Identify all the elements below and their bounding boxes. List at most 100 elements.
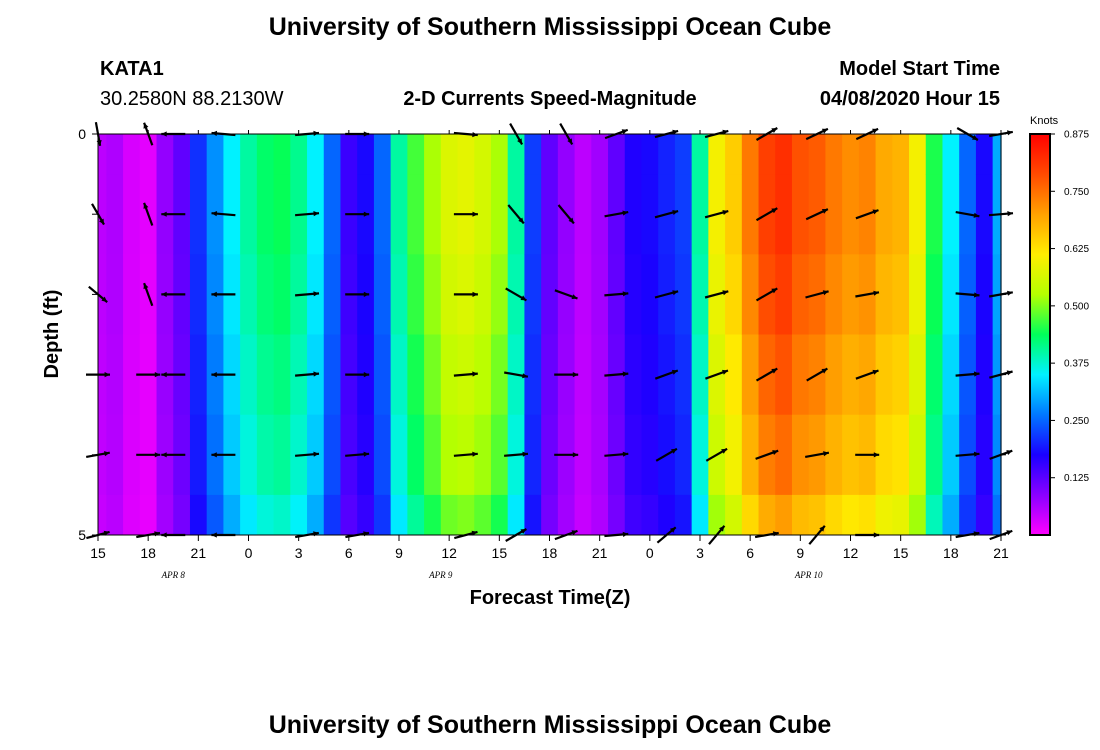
heatmap-cell xyxy=(909,254,927,335)
heatmap-cell xyxy=(574,134,592,175)
current-vector xyxy=(507,204,525,225)
heatmap-cell xyxy=(373,414,392,496)
heatmap-cell xyxy=(474,134,492,175)
heatmap-cell xyxy=(641,414,659,496)
current-vector xyxy=(955,371,980,377)
current-vector xyxy=(453,451,478,457)
heatmap-cell xyxy=(156,134,174,175)
heatmap-cell xyxy=(474,174,492,255)
vector-head xyxy=(143,202,149,209)
heatmap-cell xyxy=(390,254,408,335)
heatmap-cell xyxy=(909,494,927,536)
heatmap-cell xyxy=(825,414,843,496)
current-vector xyxy=(295,371,320,377)
heatmap-cell xyxy=(875,494,893,536)
heatmap-cell xyxy=(323,134,342,175)
heatmap-cell xyxy=(189,494,208,536)
heatmap-cell xyxy=(407,334,425,416)
vector-head xyxy=(313,211,319,217)
heatmap-cell xyxy=(457,134,475,175)
vector-head xyxy=(567,138,573,145)
heatmap-cell xyxy=(959,134,977,175)
current-vector xyxy=(505,287,527,302)
heatmap-cell xyxy=(524,254,542,335)
heatmap-cell xyxy=(791,134,810,175)
current-vector xyxy=(143,282,154,307)
heatmap-cell xyxy=(440,494,459,536)
heatmap-cell xyxy=(557,134,576,175)
heatmap-cell xyxy=(574,254,592,335)
current-vector xyxy=(955,292,980,298)
current-vector xyxy=(755,449,779,460)
heatmap-cell xyxy=(591,414,609,496)
heatmap-cell xyxy=(825,134,843,175)
heatmap-cell xyxy=(189,334,208,416)
heatmap-cell xyxy=(457,494,475,536)
vector-head xyxy=(973,292,980,298)
heatmap-cell xyxy=(842,134,860,175)
heatmap-cell xyxy=(323,254,342,335)
heatmap-cell xyxy=(842,254,860,335)
heatmap-cell xyxy=(892,134,910,175)
heatmap-cell xyxy=(424,494,442,536)
vector-head xyxy=(973,371,980,377)
heatmap-cell xyxy=(691,254,709,335)
heatmap-cell xyxy=(156,494,174,536)
heatmap-cell xyxy=(909,174,927,255)
heatmap-cell xyxy=(189,414,208,496)
heatmap-cell xyxy=(775,174,793,255)
heatmap-cell xyxy=(624,174,643,255)
heatmap-cell xyxy=(925,254,944,335)
heatmap-cell xyxy=(825,174,843,255)
heatmap-cell xyxy=(189,134,208,175)
heatmap-cell xyxy=(674,494,693,536)
vector-head xyxy=(313,451,319,457)
top-title: University of Southern Mississippi Ocean… xyxy=(269,13,832,41)
heatmap-cell xyxy=(206,134,225,175)
heatmap-cell xyxy=(323,334,342,416)
heatmap-cell xyxy=(942,134,960,175)
vector-head xyxy=(669,527,676,533)
heatmap-cell xyxy=(440,334,459,416)
y-tick-label: 0 xyxy=(78,126,86,142)
vector-head xyxy=(622,451,629,457)
heatmap-cell xyxy=(373,134,392,175)
vector-head xyxy=(143,283,149,290)
heatmap-cell xyxy=(892,494,910,536)
heatmap-cell xyxy=(992,134,1002,175)
current-vector xyxy=(453,291,478,297)
vector-head xyxy=(104,451,110,457)
vector-head xyxy=(722,369,728,375)
x-tick-label: 18 xyxy=(140,545,156,561)
heatmap-cell xyxy=(791,334,810,416)
current-vector xyxy=(955,451,980,457)
current-vector xyxy=(554,289,578,300)
vector-head xyxy=(522,373,528,379)
heatmap-cell xyxy=(942,414,960,496)
vector-head xyxy=(621,129,628,135)
vector-head xyxy=(520,529,527,534)
heatmap-cell xyxy=(909,334,927,416)
vector-head xyxy=(568,217,574,224)
current-vector xyxy=(755,207,778,222)
heatmap-cell xyxy=(490,334,509,416)
current-vector xyxy=(345,451,370,457)
vector-head xyxy=(771,368,778,374)
heatmap-cell xyxy=(256,254,275,335)
heatmap-cells xyxy=(98,134,1002,536)
x-tick-label: 18 xyxy=(542,545,558,561)
heatmap-cell xyxy=(98,134,107,175)
vector-head xyxy=(313,291,319,297)
x-tick-label: 12 xyxy=(441,545,457,561)
vector-head xyxy=(622,371,629,377)
current-vector xyxy=(855,209,879,220)
heatmap-cell xyxy=(992,494,1002,536)
current-vector xyxy=(345,372,370,378)
heatmap-cell xyxy=(98,174,107,255)
day-label: APR 8 xyxy=(161,570,186,580)
heatmap-cell xyxy=(440,254,459,335)
vector-head xyxy=(571,294,578,300)
vector-head xyxy=(1007,211,1013,217)
heatmap-cell xyxy=(975,174,994,255)
heatmap-cell xyxy=(691,494,709,536)
